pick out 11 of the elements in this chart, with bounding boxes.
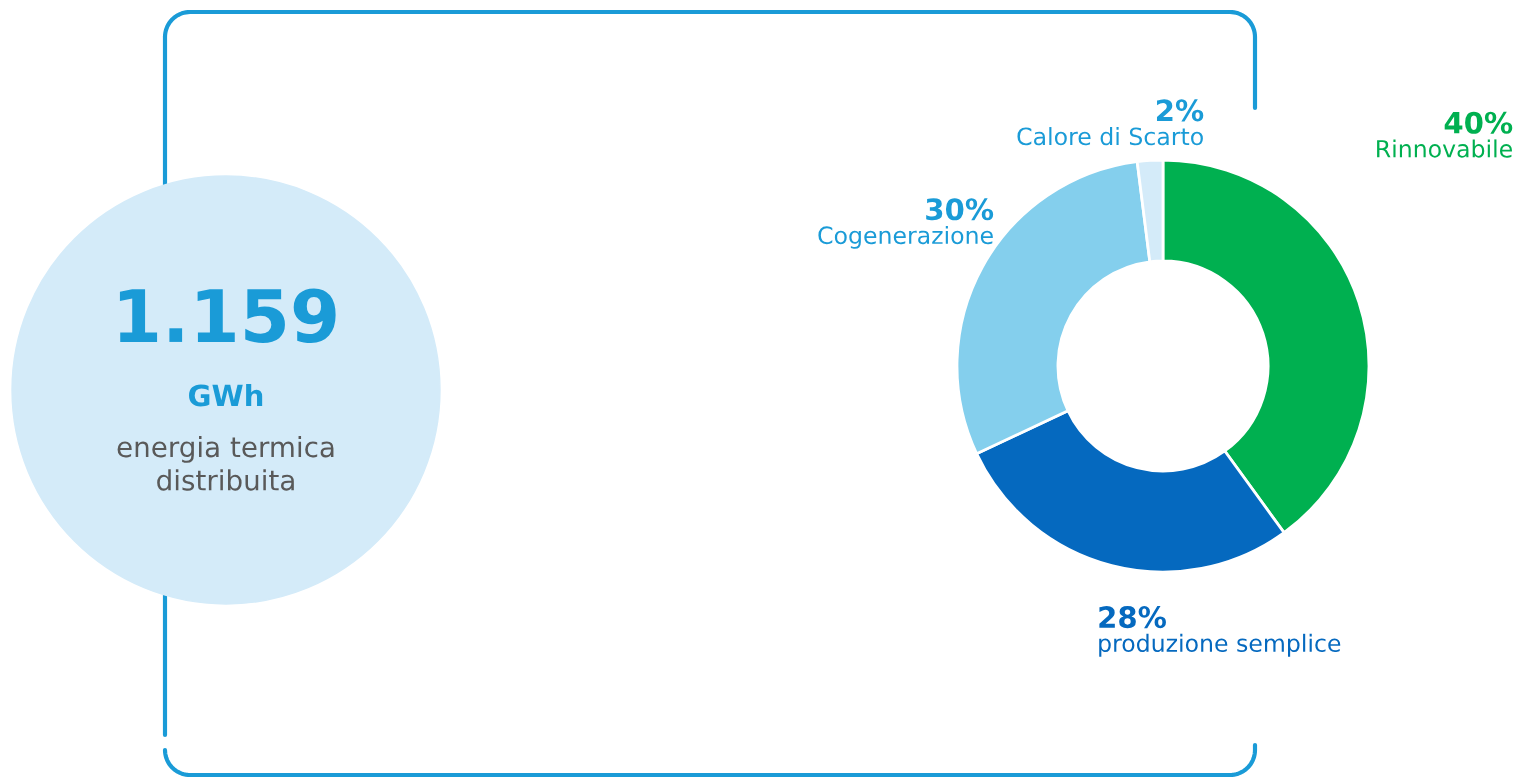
slice-label: Cogenerazione [818,225,993,249]
text: GWh [189,383,263,407]
data-label: 2% [1156,99,1204,122]
text: 1.159 [119,288,336,343]
data-label: 30% [926,198,994,221]
slice-label: produzione semplice [1099,633,1341,657]
data-label: 40% [1444,111,1513,134]
text: energia termica distribuita [117,435,334,491]
data-label: 28% [1099,606,1166,629]
slice-label: Calore di Scarto [1017,127,1203,146]
slice-label: Rinnovabile [1377,139,1512,158]
